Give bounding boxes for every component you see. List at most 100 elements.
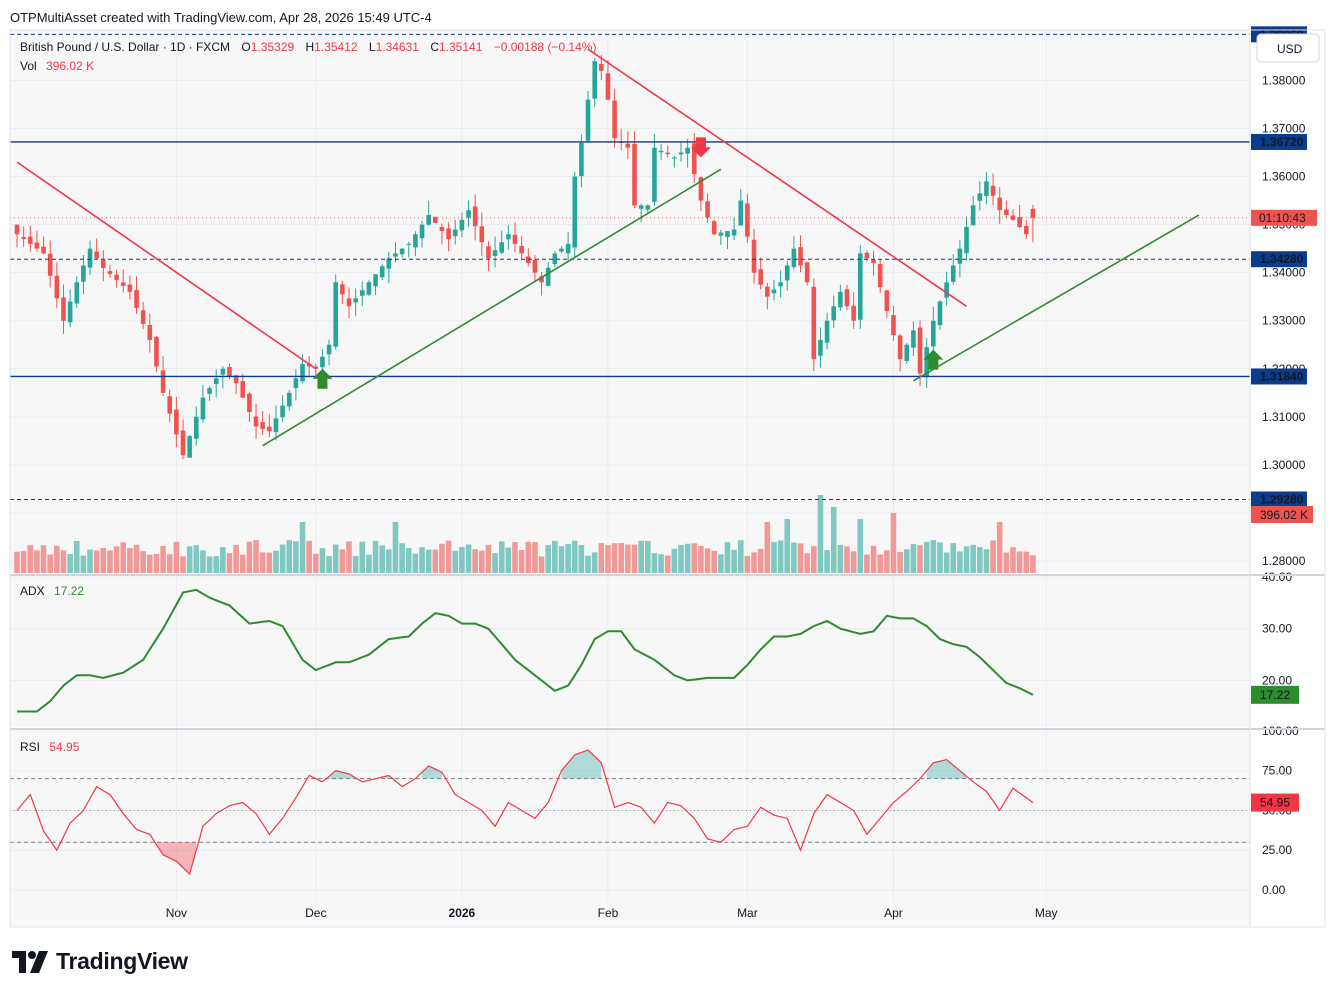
- candle[interactable]: [67, 289, 73, 328]
- candle[interactable]: [718, 229, 724, 245]
- candle[interactable]: [419, 220, 425, 248]
- candle[interactable]: [366, 280, 372, 296]
- candle[interactable]: [944, 271, 949, 306]
- candle[interactable]: [439, 223, 445, 245]
- candle[interactable]: [233, 374, 239, 395]
- candle[interactable]: [127, 275, 133, 300]
- candle[interactable]: [605, 60, 611, 101]
- candle[interactable]: [665, 145, 671, 158]
- candle[interactable]: [831, 295, 837, 328]
- candle[interactable]: [685, 138, 690, 168]
- candle[interactable]: [950, 254, 956, 285]
- candle[interactable]: [359, 281, 365, 307]
- candle[interactable]: [738, 189, 744, 226]
- candle[interactable]: [267, 413, 272, 437]
- candle[interactable]: [824, 312, 830, 350]
- candle[interactable]: [27, 225, 33, 252]
- candle[interactable]: [844, 284, 850, 310]
- candle[interactable]: [452, 219, 458, 245]
- candle[interactable]: [964, 216, 969, 261]
- candle[interactable]: [552, 250, 558, 268]
- candle[interactable]: [771, 279, 777, 301]
- candle[interactable]: [306, 355, 312, 378]
- candle[interactable]: [784, 261, 790, 291]
- candle[interactable]: [778, 270, 783, 298]
- candle[interactable]: [54, 262, 60, 309]
- candle[interactable]: [638, 203, 644, 223]
- candle[interactable]: [519, 236, 524, 260]
- candle[interactable]: [499, 230, 505, 255]
- candle[interactable]: [897, 334, 903, 372]
- candle[interactable]: [286, 389, 292, 411]
- candle[interactable]: [924, 338, 929, 388]
- time-axis[interactable]: Nov Dec 2026 Feb Mar Apr May: [166, 906, 1058, 920]
- candle[interactable]: [984, 172, 989, 205]
- candle[interactable]: [745, 194, 750, 243]
- price-axis[interactable]: 1.380001.370001.360001.350001.340001.330…: [1251, 26, 1317, 897]
- candle[interactable]: [14, 224, 20, 248]
- candle[interactable]: [565, 232, 571, 262]
- candle[interactable]: [911, 321, 916, 356]
- candle[interactable]: [260, 411, 265, 435]
- candle[interactable]: [977, 181, 983, 211]
- candle[interactable]: [585, 91, 591, 143]
- candle[interactable]: [532, 255, 538, 283]
- candle[interactable]: [645, 204, 651, 214]
- candle[interactable]: [798, 235, 803, 273]
- candle[interactable]: [240, 373, 246, 399]
- candle[interactable]: [1004, 200, 1009, 218]
- candle[interactable]: [406, 241, 412, 258]
- candle[interactable]: [353, 288, 358, 317]
- candle[interactable]: [479, 212, 485, 257]
- candle[interactable]: [871, 250, 876, 276]
- candle[interactable]: [459, 212, 465, 238]
- candle[interactable]: [247, 391, 252, 422]
- candle[interactable]: [937, 300, 943, 330]
- candle[interactable]: [333, 274, 339, 350]
- candle[interactable]: [346, 287, 352, 319]
- candle[interactable]: [147, 313, 153, 353]
- candle[interactable]: [579, 134, 584, 188]
- candle[interactable]: [134, 276, 139, 314]
- candle[interactable]: [180, 419, 186, 460]
- candle[interactable]: [280, 395, 285, 423]
- candle[interactable]: [625, 131, 631, 160]
- candle[interactable]: [47, 240, 53, 288]
- candle[interactable]: [154, 335, 159, 373]
- candle[interactable]: [313, 363, 319, 376]
- candle[interactable]: [811, 278, 817, 371]
- candle[interactable]: [711, 220, 717, 236]
- candle[interactable]: [970, 195, 976, 226]
- candle[interactable]: [917, 320, 923, 387]
- candle[interactable]: [340, 280, 345, 304]
- candlestick-series[interactable]: [14, 54, 1036, 460]
- candle[interactable]: [1017, 204, 1022, 229]
- candle[interactable]: [326, 339, 332, 366]
- candle[interactable]: [200, 384, 206, 423]
- candle[interactable]: [107, 265, 113, 278]
- candle[interactable]: [559, 246, 564, 254]
- candle[interactable]: [525, 247, 531, 267]
- candle[interactable]: [187, 434, 192, 458]
- candle[interactable]: [990, 173, 996, 206]
- candle[interactable]: [891, 305, 896, 341]
- tradingview-logo[interactable]: TradingView: [12, 948, 188, 975]
- candle[interactable]: [612, 89, 617, 148]
- candle[interactable]: [373, 274, 378, 295]
- candle[interactable]: [758, 257, 763, 290]
- currency-button[interactable]: [1256, 33, 1320, 63]
- candle[interactable]: [731, 218, 737, 240]
- candle[interactable]: [120, 269, 126, 293]
- candle[interactable]: [413, 231, 418, 257]
- candle[interactable]: [1023, 219, 1029, 239]
- candle[interactable]: [94, 238, 99, 260]
- candle[interactable]: [539, 271, 544, 296]
- candle[interactable]: [114, 269, 119, 288]
- candle[interactable]: [592, 57, 597, 107]
- candle[interactable]: [486, 241, 491, 271]
- candle[interactable]: [931, 306, 936, 351]
- candle[interactable]: [804, 261, 810, 286]
- candle[interactable]: [512, 222, 518, 252]
- candle[interactable]: [41, 236, 46, 255]
